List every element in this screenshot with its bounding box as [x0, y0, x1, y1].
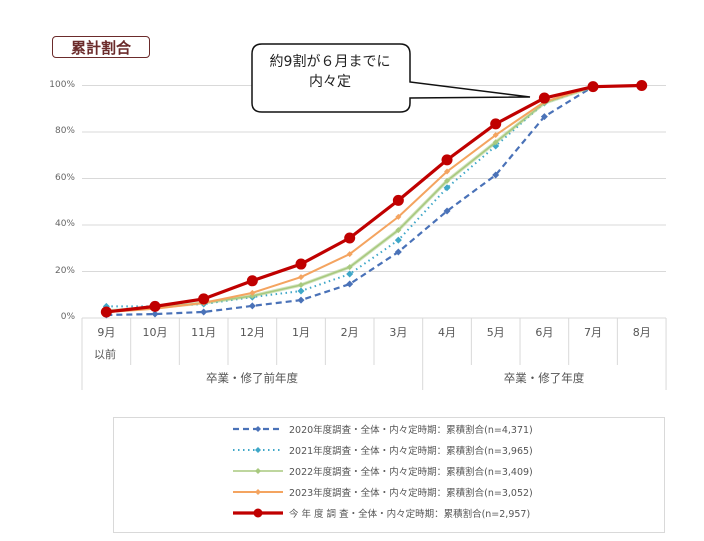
y-tick-label: 40%	[54, 219, 75, 229]
data-point	[443, 207, 451, 215]
data-point	[395, 227, 402, 234]
data-point	[492, 171, 500, 179]
legend-swatch-icon	[233, 447, 283, 453]
legend-label: 2023年度調査・全体・内々定時期：累積割合(n=3,052)	[289, 488, 533, 499]
data-point	[538, 92, 550, 104]
data-point	[200, 308, 208, 316]
legend-swatch-icon	[233, 468, 283, 474]
legend-item: 2023年度調査・全体・内々定時期：累積割合(n=3,052)	[233, 485, 533, 499]
data-point	[441, 154, 453, 166]
x-category-label: 1月	[292, 326, 310, 339]
y-tick-label: 80%	[54, 126, 75, 136]
data-point	[636, 80, 648, 91]
x-category-label: 8月	[632, 326, 651, 339]
series-line	[100, 80, 648, 318]
data-point	[198, 293, 210, 305]
y-tick-label: 0%	[60, 312, 75, 322]
data-point	[249, 292, 256, 299]
group-label-grad-year: 卒業・修了年度	[503, 371, 585, 385]
legend-item: 2022年度調査・全体・内々定時期：累積割合(n=3,409)	[233, 464, 533, 478]
x-category-label: 6月	[535, 326, 554, 339]
x-category-label: 9月	[97, 326, 116, 339]
data-point	[346, 280, 354, 288]
data-point	[394, 248, 402, 256]
x-category-label: 7月	[584, 326, 603, 339]
x-category-label: 12月	[239, 326, 265, 339]
data-point	[490, 118, 502, 130]
data-point	[297, 296, 305, 304]
callout-line-1: 約9割が６月までに	[269, 54, 391, 70]
data-point	[100, 306, 112, 318]
x-category-label: 3月	[389, 326, 408, 339]
y-tick-label: 20%	[54, 265, 75, 276]
legend-label: 2021年度調査・全体・内々定時期：累積割合(n=3,965)	[289, 446, 533, 457]
legend-label: 2022年度調査・全体・内々定時期：累積割合(n=3,409)	[289, 467, 533, 478]
data-point	[151, 310, 159, 318]
y-tick-label: 100%	[49, 79, 75, 90]
x-category-label: 11月	[191, 326, 217, 339]
data-point	[394, 236, 402, 244]
legend-item: 2020年度調査・全体・内々定時期：累積割合(n=4,371)	[233, 422, 533, 436]
chart-legend	[113, 417, 665, 533]
x-category-label: 10月	[142, 326, 168, 339]
data-point	[149, 300, 161, 312]
data-point	[392, 194, 404, 206]
legend-label: 今 年 度 調 査・全体・内々定時期：累積割合(n=2,957)	[289, 509, 531, 520]
data-point	[297, 287, 305, 295]
y-tick-label: 60%	[54, 172, 75, 183]
callout-annotation: 約9割が６月までに 内々定	[250, 52, 410, 92]
group-label-prev-year: 卒業・修了前年度	[206, 371, 298, 385]
series-line	[103, 83, 597, 315]
x-category-label: 4月	[438, 326, 457, 339]
data-point	[443, 184, 451, 192]
data-point	[444, 168, 451, 175]
data-point	[249, 289, 256, 296]
data-point	[246, 275, 258, 287]
chart-title-tag: 累計割合	[52, 36, 150, 58]
data-point	[298, 274, 305, 281]
callout-bubble	[251, 43, 531, 113]
data-point	[540, 113, 548, 121]
data-point	[295, 258, 307, 270]
data-point	[346, 264, 353, 271]
legend-item: 今 年 度 調 査・全体・内々定時期：累積割合(n=2,957)	[233, 506, 530, 520]
data-point	[346, 270, 354, 278]
x-category-label: 5月	[486, 326, 505, 339]
legend-swatch-icon	[233, 489, 283, 495]
data-point	[248, 302, 256, 310]
legend-label: 2020年度調査・全体・内々定時期：累積割合(n=4,371)	[289, 425, 533, 436]
data-point	[492, 139, 499, 146]
data-point	[346, 251, 353, 258]
series-line	[103, 83, 597, 316]
data-point	[444, 177, 451, 184]
callout-line-2: 内々定	[309, 74, 351, 90]
data-point	[587, 81, 599, 93]
legend-swatch-icon	[233, 426, 283, 432]
data-point	[344, 232, 356, 244]
x-category-sub-label: 以前	[94, 348, 116, 361]
x-category-label: 2月	[340, 326, 359, 339]
data-point	[298, 281, 305, 288]
legend-item: 2021年度調査・全体・内々定時期：累積割合(n=3,965)	[233, 443, 533, 457]
data-point	[492, 132, 499, 139]
legend-swatch-icon	[233, 508, 283, 518]
data-point	[395, 213, 402, 220]
